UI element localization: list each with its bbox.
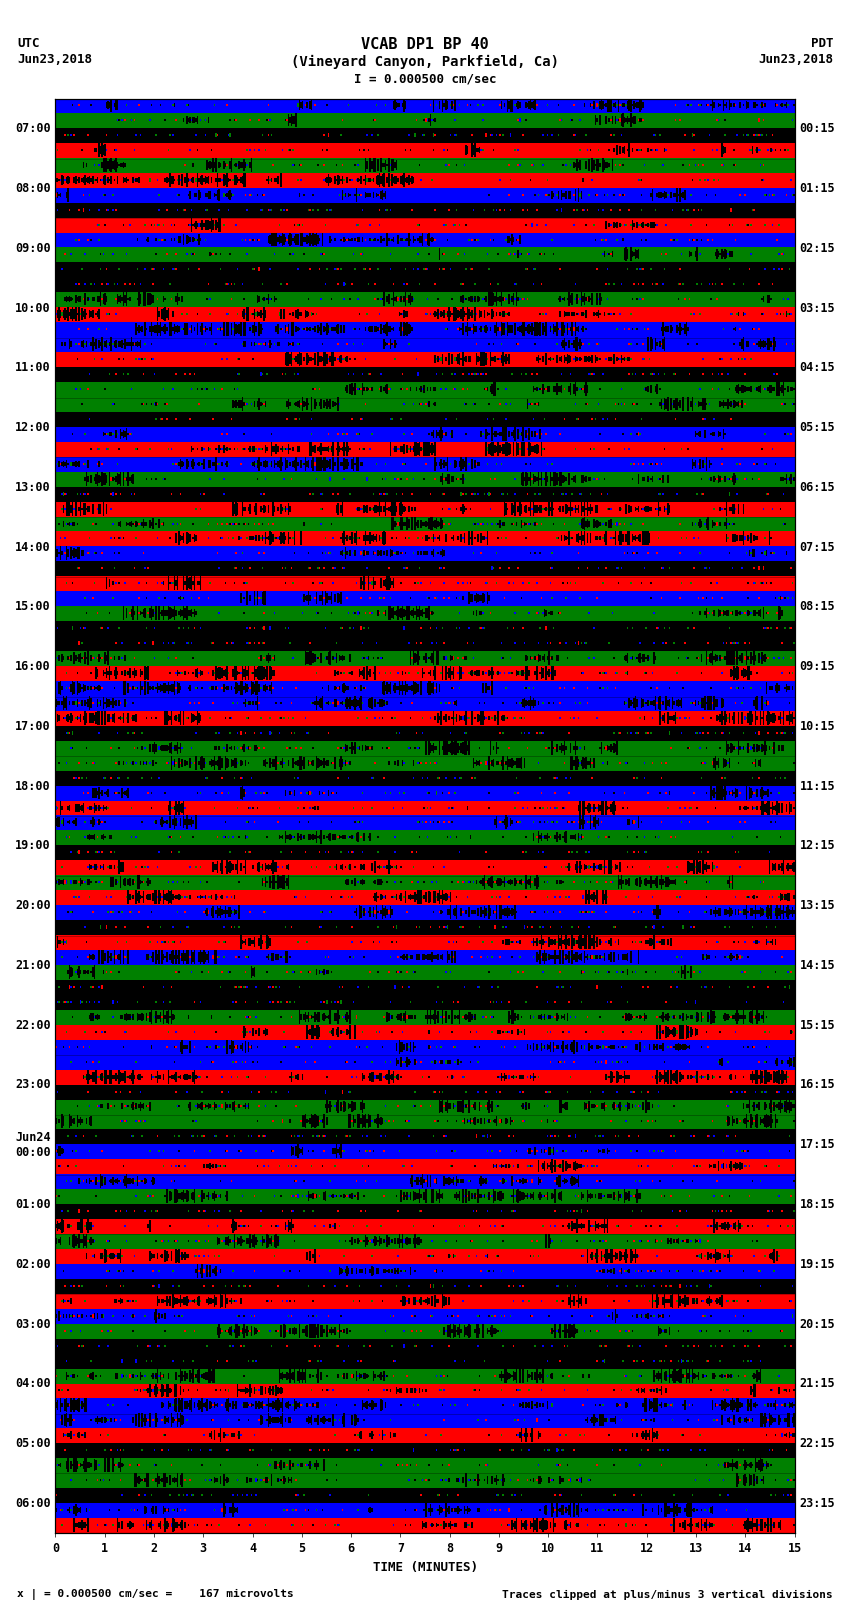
Text: I = 0.000500 cm/sec: I = 0.000500 cm/sec — [354, 73, 496, 85]
X-axis label: TIME (MINUTES): TIME (MINUTES) — [372, 1561, 478, 1574]
Text: Traces clipped at plus/minus 3 vertical divisions: Traces clipped at plus/minus 3 vertical … — [502, 1590, 833, 1600]
Text: Jun23,2018: Jun23,2018 — [758, 53, 833, 66]
Text: x | = 0.000500 cm/sec =    167 microvolts: x | = 0.000500 cm/sec = 167 microvolts — [17, 1589, 294, 1600]
Text: PDT: PDT — [811, 37, 833, 50]
Text: (Vineyard Canyon, Parkfield, Ca): (Vineyard Canyon, Parkfield, Ca) — [291, 55, 559, 69]
Text: UTC: UTC — [17, 37, 39, 50]
Text: VCAB DP1 BP 40: VCAB DP1 BP 40 — [361, 37, 489, 52]
Text: Jun23,2018: Jun23,2018 — [17, 53, 92, 66]
